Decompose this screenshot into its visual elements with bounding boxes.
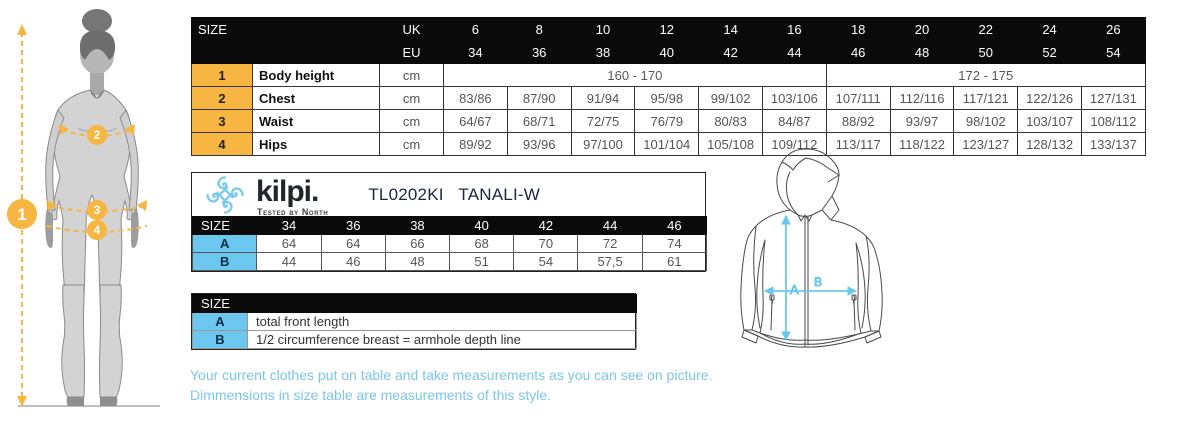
svg-text:1: 1 xyxy=(17,205,26,224)
svg-text:4: 4 xyxy=(94,223,101,237)
svg-text:3: 3 xyxy=(94,203,101,217)
svg-text:2: 2 xyxy=(94,128,101,142)
svg-text:A: A xyxy=(790,282,799,297)
svg-text:B: B xyxy=(814,275,822,289)
